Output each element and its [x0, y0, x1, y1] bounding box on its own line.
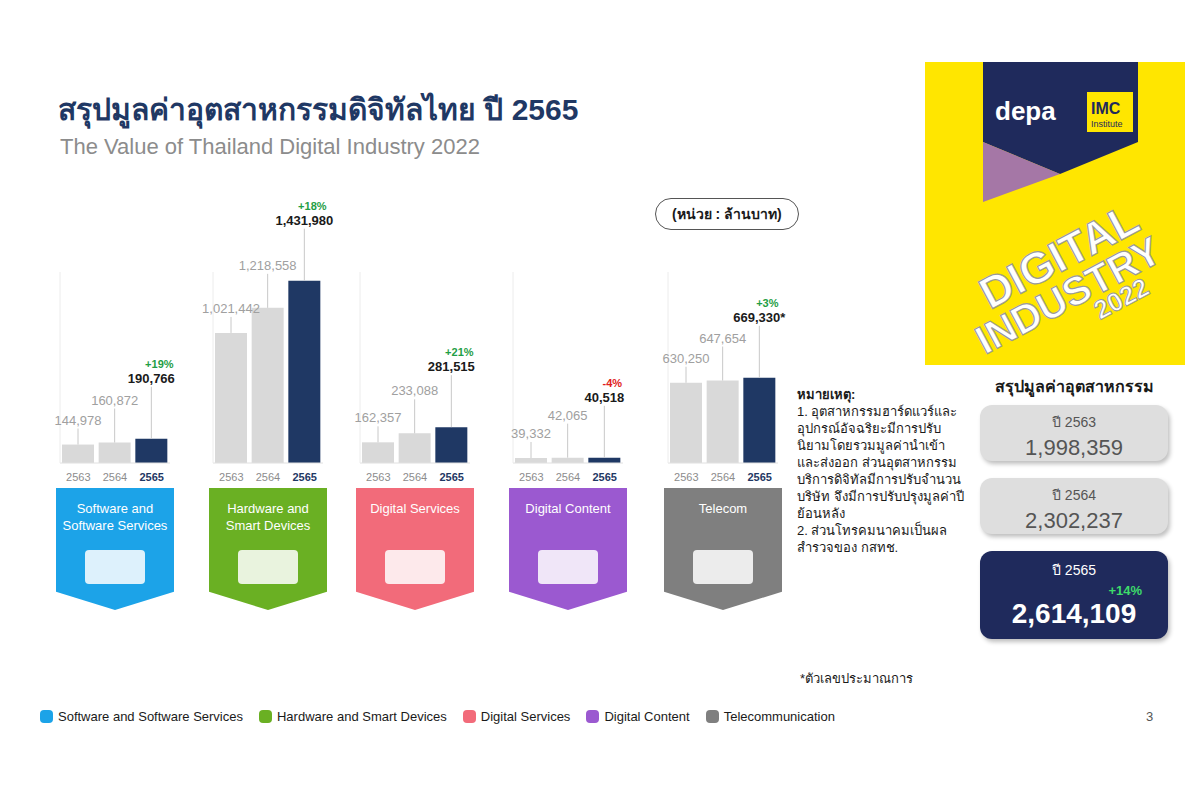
html-text:The Value of Thailand Digital: The Value of Thailand Digital Industry 2…: [60, 134, 480, 159]
svg-text:+19%: +19%: [145, 358, 174, 370]
svg-text:2565: 2565: [747, 471, 771, 483]
html-text:ปี 2564: ปี 2564: [1052, 487, 1096, 503]
html-text:Digital Services: Digital Services: [370, 501, 460, 516]
html-text:Hardware and Smart Devices: Hardware and Smart Devices: [225, 501, 311, 533]
html-text:Digital Services: Digital Services: [480, 709, 571, 724]
svg-text:2565: 2565: [439, 471, 463, 483]
svg-text:2565: 2565: [292, 471, 316, 483]
svg-text:190,766: 190,766: [128, 371, 175, 386]
svg-text:40,518: 40,518: [584, 390, 624, 405]
svg-text:2564: 2564: [556, 471, 580, 483]
svg-text:2563: 2563: [66, 471, 90, 483]
html-text:ปี 2565: ปี 2565: [1052, 562, 1096, 578]
svg-text:2563: 2563: [674, 471, 698, 483]
svg-text:160,872: 160,872: [91, 393, 138, 408]
svg-text:162,357: 162,357: [355, 410, 402, 425]
svg-text:2564: 2564: [711, 471, 735, 483]
svg-text:42,065: 42,065: [548, 408, 588, 423]
svg-text:+3%: +3%: [756, 297, 779, 309]
svg-text:2564: 2564: [403, 471, 427, 483]
svg-text:630,250: 630,250: [663, 351, 710, 366]
html-text:Software and Software Services: Software and Software Services: [62, 501, 168, 533]
svg-text:2565: 2565: [592, 471, 616, 483]
html-text:Telecommunication: Telecommunication: [723, 709, 835, 724]
svg-text:2563: 2563: [366, 471, 390, 483]
svg-text:DIGITAL: DIGITAL: [971, 193, 1147, 318]
svg-text:2563: 2563: [219, 471, 243, 483]
html-text:3: 3: [1146, 709, 1154, 724]
svg-text:1,218,558: 1,218,558: [239, 258, 297, 273]
svg-text:+18%: +18%: [298, 200, 327, 212]
html-text:Telecom: Telecom: [698, 501, 748, 516]
svg-text:2563: 2563: [519, 471, 543, 483]
html-text:1. อุตสาหกรรมฮาร์ดแวร์และอุปกร: 1. อุตสาหกรรมฮาร์ดแวร์และอุปกรณ์อัจฉริยะ…: [797, 404, 964, 521]
html-text:+14%: +14%: [1108, 583, 1142, 598]
html-text:สรุปมูลค่าอุตสาหกรรมดิจิทัลไทย: สรุปมูลค่าอุตสาหกรรมดิจิทัลไทย ปี 2565: [58, 93, 579, 126]
svg-text:IMC: IMC: [1091, 100, 1121, 117]
svg-text:281,515: 281,515: [428, 359, 475, 374]
svg-text:647,654: 647,654: [699, 331, 746, 346]
html-text:*ตัวเลขประมาณการ: *ตัวเลขประมาณการ: [800, 671, 914, 686]
svg-text:233,088: 233,088: [391, 383, 438, 398]
html-text:2,614,109: 2,614,109: [1011, 598, 1137, 629]
html-text:2. ส่วนโทรคมนาคมเป็นผลสำรวจของ: 2. ส่วนโทรคมนาคมเป็นผลสำรวจของ กสทช.: [797, 523, 948, 555]
html-text:(หน่วย : ล้านบาท): (หน่วย : ล้านบาท): [672, 206, 782, 222]
svg-text:2565: 2565: [139, 471, 163, 483]
svg-text:1,431,980: 1,431,980: [275, 213, 333, 228]
svg-text:144,978: 144,978: [55, 413, 102, 428]
svg-text:2564: 2564: [103, 471, 127, 483]
svg-text:1,021,442: 1,021,442: [202, 301, 260, 316]
html-text:Hardware and Smart Devices: Hardware and Smart Devices: [277, 709, 447, 724]
svg-text:INDUSTRY: INDUSTRY: [968, 228, 1168, 362]
html-text:ปี 2563: ปี 2563: [1052, 414, 1096, 430]
html-text:Digital Content: Digital Content: [604, 709, 690, 724]
svg-text:2022: 2022: [1089, 272, 1154, 326]
html-text:Digital Content: Digital Content: [525, 501, 611, 516]
svg-text:-4%: -4%: [603, 377, 623, 389]
svg-text:Institute: Institute: [1091, 119, 1123, 129]
svg-text:+21%: +21%: [445, 346, 474, 358]
html-text:Software and Software Services: Software and Software Services: [58, 709, 243, 724]
html-text:สรุปมูลค่าอุตสาหกรรม: สรุปมูลค่าอุตสาหกรรม: [994, 378, 1154, 395]
svg-text:39,332: 39,332: [511, 426, 551, 441]
html-text:หมายเหตุ:: หมายเหตุ:: [797, 387, 856, 402]
svg-text:669,330*: 669,330*: [733, 310, 786, 325]
svg-text:depa: depa: [995, 96, 1056, 126]
svg-text:2564: 2564: [256, 471, 280, 483]
html-text:2,302,237: 2,302,237: [1025, 508, 1123, 533]
html-text:1,998,359: 1,998,359: [1025, 435, 1123, 460]
